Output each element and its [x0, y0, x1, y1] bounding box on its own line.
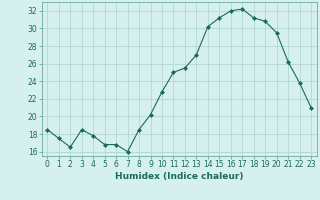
X-axis label: Humidex (Indice chaleur): Humidex (Indice chaleur): [115, 172, 244, 181]
